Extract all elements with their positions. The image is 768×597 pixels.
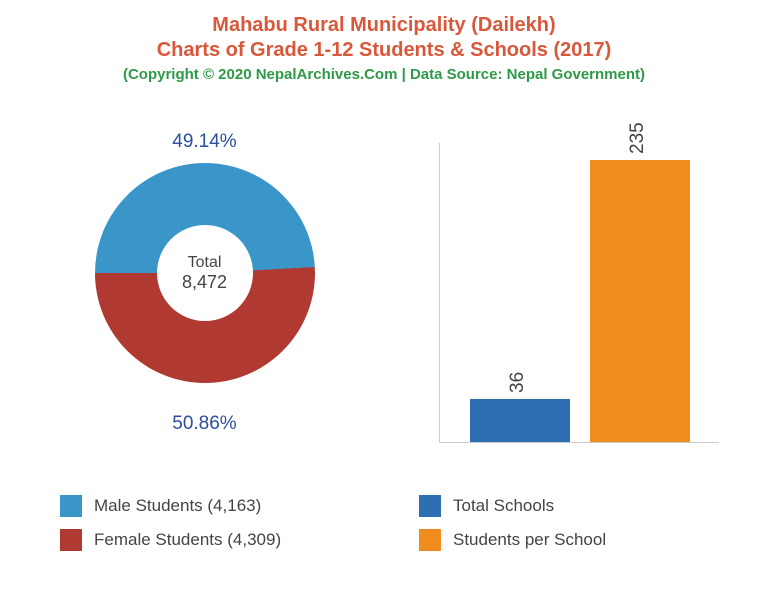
title-line-1: Mahabu Rural Municipality (Dailekh) — [0, 14, 768, 37]
legend-text-male: Male Students (4,163) — [94, 496, 261, 516]
legend-swatch-students-per-school — [419, 529, 441, 551]
charts-row: 49.14% Total 8,472 50.86% 36 235 — [0, 113, 768, 473]
bar-students-per-school — [590, 160, 690, 442]
bar-chart-panel: 36 235 — [399, 113, 728, 473]
title-line-2: Charts of Grade 1-12 Students & Schools … — [0, 39, 768, 62]
legend-text-female: Female Students (4,309) — [94, 530, 281, 550]
donut-total-value: 8,472 — [182, 272, 227, 293]
donut-chart-panel: 49.14% Total 8,472 50.86% — [40, 113, 369, 473]
legend-female: Female Students (4,309) — [60, 529, 369, 551]
donut-total-label: Total — [188, 254, 222, 272]
legend-text-students-per-school: Students per School — [453, 530, 606, 550]
legend-swatch-female — [60, 529, 82, 551]
legend-text-total-schools: Total Schools — [453, 496, 554, 516]
bar-legend: Total Schools Students per School — [399, 495, 728, 551]
legend-students-per-school: Students per School — [419, 529, 728, 551]
chart-titles: Mahabu Rural Municipality (Dailekh) Char… — [0, 0, 768, 83]
donut-legend: Male Students (4,163) Female Students (4… — [40, 495, 369, 551]
male-percent-label: 49.14% — [40, 131, 369, 153]
copyright-line: (Copyright © 2020 NepalArchives.Com | Da… — [0, 66, 768, 83]
bar-label-total-schools: 36 — [507, 372, 529, 393]
female-percent-label: 50.86% — [40, 413, 369, 435]
donut-hole: Total 8,472 — [157, 225, 253, 321]
legend-swatch-total-schools — [419, 495, 441, 517]
bar-total-schools — [470, 399, 570, 442]
legend-total-schools: Total Schools — [419, 495, 728, 517]
bar-label-students-per-school: 235 — [627, 122, 649, 154]
donut-wrap: Total 8,472 — [95, 163, 315, 383]
legends-row: Male Students (4,163) Female Students (4… — [0, 495, 768, 551]
bar-plot-area: 36 235 — [439, 143, 719, 443]
legend-swatch-male — [60, 495, 82, 517]
legend-male: Male Students (4,163) — [60, 495, 369, 517]
